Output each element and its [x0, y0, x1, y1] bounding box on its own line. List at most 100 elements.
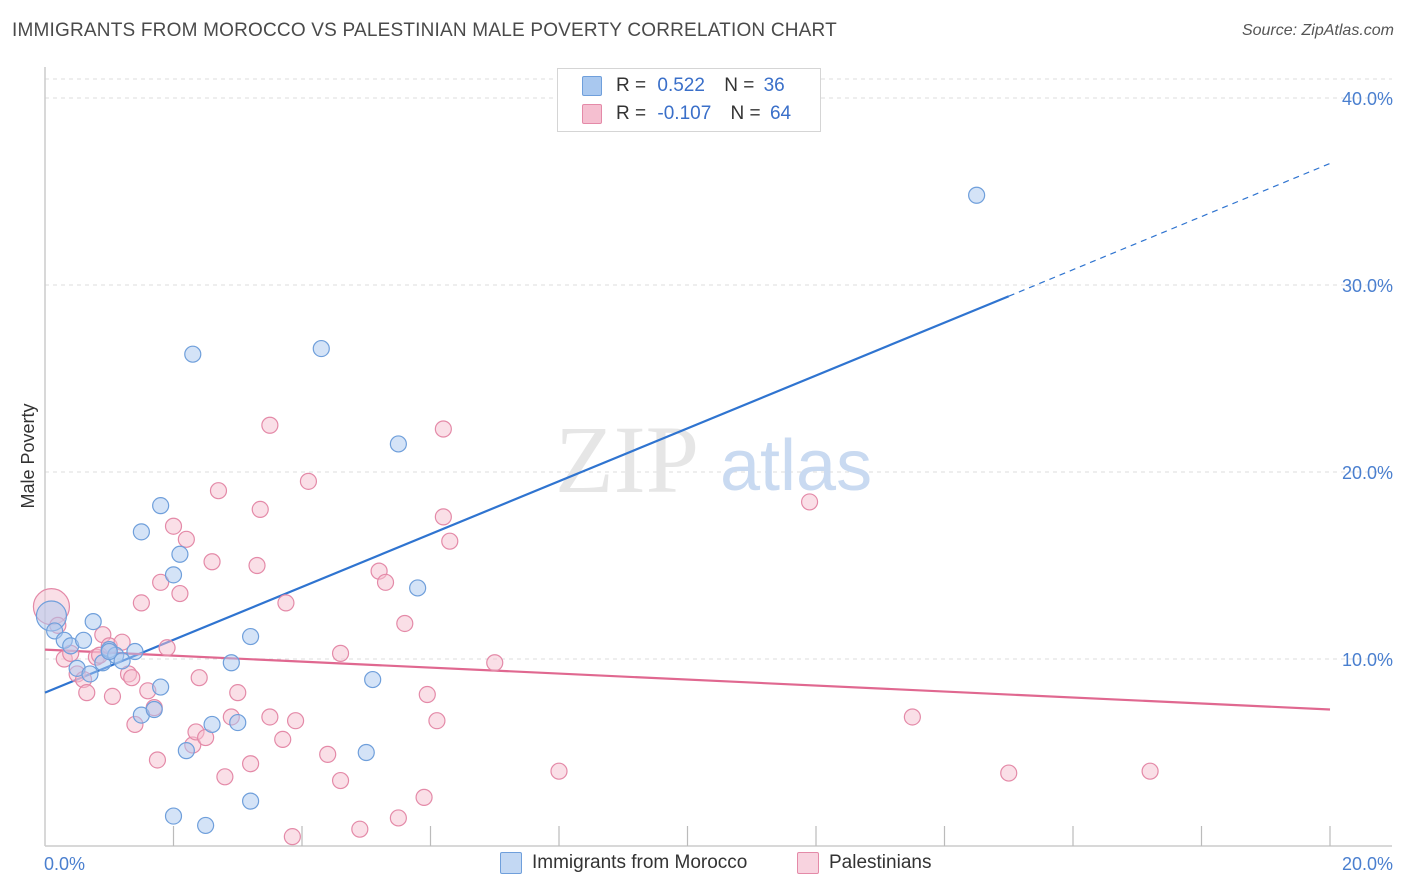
morocco-trend-line: [44, 295, 1010, 694]
palestinian-trend-line: [44, 648, 1331, 711]
palestinian-point: [248, 556, 266, 575]
palestinian-point: [331, 644, 350, 662]
palestinian-point: [319, 745, 337, 763]
y-tick-label: 20.0%: [1342, 463, 1393, 483]
morocco-point: [197, 816, 215, 835]
morocco-point: [132, 523, 150, 541]
morocco-point: [164, 566, 183, 584]
palestinian-point: [203, 553, 221, 571]
palestinian-point: [274, 730, 292, 749]
palestinian-point: [103, 687, 122, 706]
morocco-point: [171, 545, 189, 563]
palestinian-point: [441, 532, 459, 550]
palestinian-point: [434, 420, 452, 438]
legend-label-morocco: Immigrants from Morocco: [532, 852, 748, 873]
y-tick-label: 10.0%: [1342, 650, 1393, 670]
legend-n-label: N =: [724, 75, 755, 96]
palestinian-point: [261, 708, 279, 726]
palestinian-point: [216, 768, 234, 786]
morocco-point: [145, 700, 163, 719]
palestinian-point: [209, 482, 228, 500]
watermark-atlas: atlas: [720, 426, 872, 506]
palestinian-point: [376, 573, 395, 591]
palestinian-point: [164, 517, 183, 535]
legend-item-morocco: Immigrants from Morocco: [500, 852, 747, 874]
morocco-point: [409, 579, 427, 597]
morocco-point: [152, 497, 170, 515]
correlation-legend: R = 0.522 N = 36 R = -0.107 N = 64: [557, 68, 821, 132]
legend-label-palestinians: Palestinians: [829, 852, 932, 873]
palestinian-point: [550, 762, 568, 780]
morocco-point: [81, 665, 99, 683]
palestinian-point: [283, 828, 301, 846]
morocco-point: [126, 642, 144, 661]
morocco-point: [357, 743, 375, 762]
y-tick-label: 40.0%: [1342, 89, 1393, 109]
legend-swatch-pink: [797, 852, 819, 874]
y-axis-label: Male Poverty: [18, 403, 38, 508]
palestinian-point: [415, 788, 433, 806]
morocco-point: [164, 807, 183, 825]
palestinian-point: [277, 594, 295, 612]
palestinian-point: [242, 755, 260, 773]
morocco-point: [242, 792, 260, 810]
palestinian-point: [261, 416, 279, 434]
morocco-point: [113, 652, 131, 670]
morocco-point: [100, 642, 118, 661]
morocco-trend-extension: [1008, 162, 1331, 297]
morocco-point: [222, 654, 240, 672]
tick-labels: 10.0% 20.0% 30.0% 40.0% 0.0% 20.0%: [44, 89, 1393, 874]
palestinian-point: [418, 685, 436, 704]
legend-r-label: R =: [616, 75, 647, 96]
morocco-point: [242, 627, 260, 646]
morocco-point: [74, 631, 93, 649]
morocco-point: [184, 345, 202, 363]
palestinian-point: [229, 684, 247, 702]
grid-lines: [45, 78, 1392, 660]
palestinian-point: [903, 708, 921, 726]
legend-item-palestinians: Palestinians: [797, 852, 931, 874]
legend-n-value: 36: [763, 75, 785, 96]
morocco-point: [968, 186, 986, 204]
palestinian-point: [331, 771, 350, 790]
legend-swatch-blue: [582, 76, 602, 96]
palestinian-point: [1141, 762, 1159, 780]
morocco-point: [312, 339, 330, 358]
palestinian-point: [351, 820, 369, 838]
y-tick-label: 30.0%: [1342, 276, 1393, 296]
palestinian-point: [177, 530, 195, 548]
morocco-point: [229, 713, 247, 732]
morocco-point: [203, 715, 221, 734]
morocco-point: [152, 678, 170, 696]
palestinian-point: [428, 712, 446, 730]
legend-r-label: R =: [616, 103, 647, 124]
data-points: [32, 186, 1159, 846]
morocco-point: [389, 435, 407, 453]
palestinian-point: [152, 573, 170, 591]
morocco-point: [84, 612, 102, 631]
palestinian-point: [486, 654, 504, 672]
palestinian-point: [132, 594, 150, 612]
axes: [44, 67, 1392, 847]
legend-swatch-blue: [500, 852, 522, 874]
palestinian-point: [251, 500, 269, 518]
palestinian-point: [434, 508, 452, 526]
palestinian-point: [389, 809, 407, 827]
x-tick-label: 20.0%: [1342, 854, 1393, 874]
source-label: Source: ZipAtlas.com: [1241, 22, 1394, 39]
palestinian-point: [158, 639, 176, 657]
palestinian-point: [800, 493, 819, 511]
legend-n-label: N =: [730, 103, 761, 124]
palestinian-point: [286, 712, 305, 730]
palestinian-point: [171, 584, 189, 603]
legend-swatch-pink: [582, 104, 602, 124]
palestinian-point: [190, 669, 208, 687]
morocco-point: [177, 742, 195, 760]
chart-title: IMMIGRANTS FROM MOROCCO VS PALESTINIAN M…: [12, 20, 837, 41]
palestinian-point: [123, 669, 141, 687]
palestinian-point: [299, 472, 318, 490]
palestinian-point: [78, 684, 96, 702]
legend-r-value: 0.522: [657, 75, 705, 96]
palestinian-point: [148, 751, 167, 769]
